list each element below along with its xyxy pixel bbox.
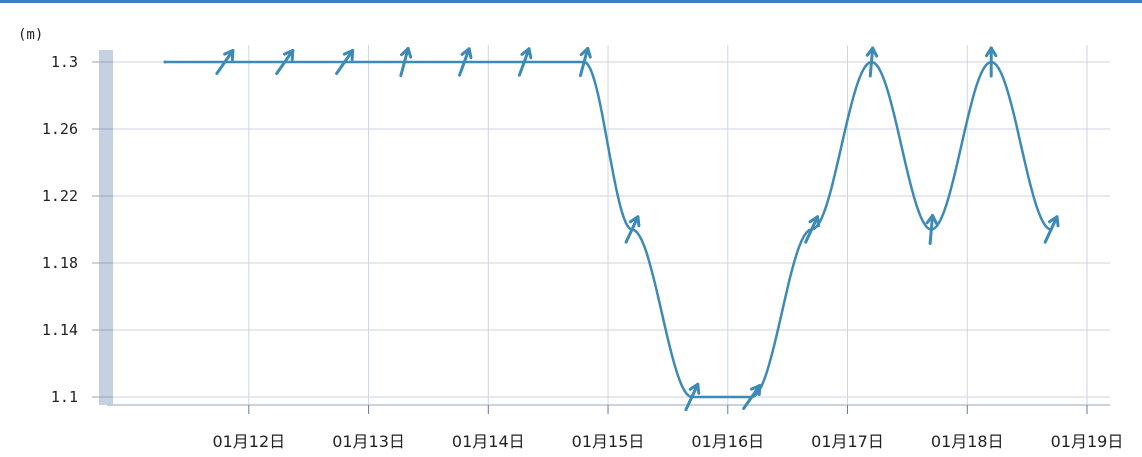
wind-arrow-14: [1043, 215, 1060, 244]
wind-arrow-head-11-1: [871, 46, 879, 58]
wind-arrow-2: [335, 49, 355, 75]
y-tick-label-0: 1.1: [51, 388, 78, 406]
wind-arrow-7: [624, 215, 641, 244]
wind-arrow-shaft-5: [517, 47, 531, 77]
wind-arrow-head-0-1: [230, 49, 235, 62]
wind-arrow-shaft-2: [335, 49, 355, 75]
axes: [92, 50, 1110, 414]
tick-labels: 1.1 1.14 1.18 1.22 1.26 1.3 01月12日 01月13日 01月14日…: [42, 53, 1123, 451]
x-tick-label-3: 01月15日: [572, 432, 645, 451]
wind-arrow-shaft-1: [275, 49, 295, 75]
wind-arrow-13: [985, 46, 998, 78]
y-tick-label-2: 1.18: [42, 254, 78, 272]
x-tick-label-2: 01月14日: [452, 432, 525, 451]
wind-arrow-6: [578, 46, 592, 78]
y-tick-label-1: 1.14: [42, 321, 78, 339]
wind-arrow-head-7-1: [636, 215, 641, 228]
wind-arrow-head-5-1: [527, 47, 533, 60]
wind-arrow-11: [865, 46, 879, 78]
wind-arrow-0: [215, 49, 235, 75]
wind-arrow-head-9-1: [757, 384, 762, 397]
wind-arrow-shaft-14: [1043, 215, 1059, 244]
wind-arrow-shaft-3: [399, 46, 410, 78]
wind-arrow-4: [458, 47, 473, 77]
wind-arrow-shaft-12: [928, 214, 935, 245]
x-tick-label-5: 01月17日: [811, 432, 884, 451]
wind-arrow-shaft-11: [868, 46, 875, 78]
wind-arrow-head-8-1: [696, 382, 701, 395]
y-tick-label-3: 1.22: [42, 187, 78, 205]
wind-arrows: [215, 46, 1060, 412]
wind-arrow-head-12-1: [931, 214, 939, 226]
wind-arrow-head-2-1: [350, 49, 355, 62]
x-tick-label-0: 01月12日: [212, 432, 285, 451]
wind-arrow-head-14-1: [1055, 215, 1060, 228]
wind-arrow-shaft-4: [458, 47, 471, 77]
x-tick-label-1: 01月13日: [332, 432, 405, 451]
wind-arrow-shaft-9: [742, 384, 762, 410]
wind-arrow-shaft-10: [804, 215, 820, 244]
water-level-series-line: [165, 60, 1052, 399]
wind-arrow-9: [742, 384, 762, 410]
wind-arrow-shaft-7: [624, 215, 640, 244]
wind-arrow-1: [275, 49, 295, 75]
top-border-line: [0, 0, 1142, 3]
wind-arrow-shaft-6: [578, 46, 590, 78]
wind-arrow-head-3-1: [406, 46, 413, 59]
wind-arrow-head-13-1: [989, 46, 998, 58]
wind-arrow-5: [517, 47, 533, 77]
wind-arrow-3: [399, 46, 413, 78]
wind-arrow-shaft-0: [215, 49, 235, 75]
wind-arrow-head-10-1: [816, 215, 821, 228]
y-unit-label: (m): [18, 27, 43, 43]
data-point-0: [163, 60, 167, 64]
x-tick-label-6: 01月18日: [931, 432, 1004, 451]
y-axis-band: [99, 50, 113, 405]
wind-arrow-10: [804, 215, 821, 244]
wind-arrow-12: [925, 214, 939, 245]
grid-lines: [107, 45, 1110, 405]
y-tick-label-4: 1.26: [42, 120, 78, 138]
x-tick-label-4: 01月16日: [691, 432, 764, 451]
x-tick-label-7: 01月19日: [1051, 432, 1124, 451]
wind-arrow-head-1-1: [290, 49, 295, 62]
wind-arrow-shaft-8: [684, 382, 700, 412]
wind-arrow-head-6-1: [586, 46, 592, 59]
y-tick-label-5: 1.3: [51, 53, 78, 71]
wind-arrow-head-4-1: [467, 47, 473, 60]
wind-arrow-8: [684, 382, 701, 412]
